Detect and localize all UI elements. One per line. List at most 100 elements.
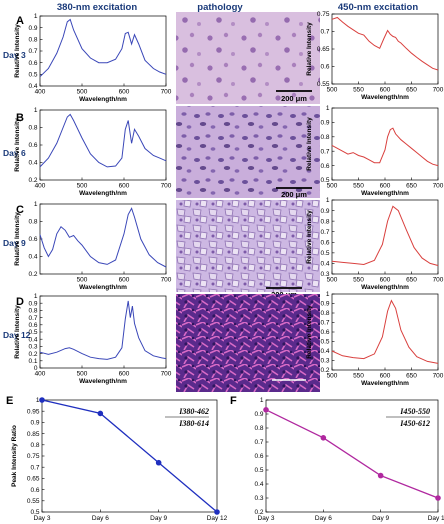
x-tick-label: Day 9 [150,515,167,522]
y-tick-label: 0.7 [320,148,329,155]
data-point [320,435,327,441]
y-tick-label: 0.3 [28,344,37,351]
spectrum-line [39,207,167,268]
y-tick-label: 1 [34,201,38,208]
y-tick-label: 0.4 [28,254,37,261]
x-tick-label: 600 [119,277,130,284]
y-tick-label: 0.8 [30,442,39,449]
header-380-excitation: 380-nm excitation [57,2,137,13]
y-tick-label: 0.55 [317,81,330,88]
y-axis-label: Relative Intensity [306,305,313,359]
y-tick-label: 0.5 [320,177,329,184]
plot-frame [39,15,167,87]
row-label-day9: Day 9 [3,238,26,248]
y-tick-label: 0.8 [320,134,329,141]
x-tick-label: 500 [327,373,338,380]
y-tick-label: 1 [326,105,330,112]
scale-bar-label: 200 μm [281,94,307,103]
y-tick-label: 0.6 [28,236,37,243]
spectrum-chart-a-380: 400 500 600 700 0.4 0.5 0.6 0.7 0.8 0.9 1 Wavelengt… [14,13,172,103]
y-tick-label: 0.6 [254,453,263,460]
y-tick-label: 0.3 [254,495,263,502]
y-tick-label: 0.3 [320,271,329,278]
spectrum-line [331,205,439,266]
x-tick-label: 500 [77,183,88,190]
x-tick-label: 600 [380,373,391,380]
ratio-line [41,399,218,513]
y-tick-label: 0.8 [28,308,37,315]
y-tick-label: 1 [34,13,38,20]
y-tick-label: 0.4 [320,348,329,355]
y-tick-label: 0.2 [28,351,37,358]
scale-bar-label: 200 μm [281,190,307,199]
x-tick-label: 400 [35,183,46,190]
data-point [39,397,45,403]
y-tick-label: 0.9 [320,208,329,215]
row-label-day3: Day 3 [3,50,26,60]
plot-frame [39,109,167,181]
y-tick-label: 0.65 [27,476,40,483]
y-axis-label: Relative Intensity [14,118,21,172]
y-tick-label: 0.8 [254,425,263,432]
y-tick-label: 0.7 [28,315,37,322]
y-tick-label: 0.5 [28,329,37,336]
x-tick-label: Day 12 [207,515,228,522]
y-axis-label: Relative Intensity [14,212,21,266]
y-tick-label: 1 [326,291,330,298]
x-tick-label: 600 [119,183,130,190]
y-tick-label: 0.9 [254,411,263,418]
y-tick-label: 0.2 [320,367,329,374]
y-tick-label: 0.5 [320,250,329,257]
x-tick-label: 550 [353,373,364,380]
x-axis-label: Wavelength/nm [79,96,127,103]
y-tick-label: 0.5 [320,339,329,346]
y-tick-label: 0.2 [254,509,263,516]
x-tick-label: Day 9 [372,515,389,522]
data-point [263,407,269,413]
spectrum-chart-d-380: 400 500 600 700 00.10.20.30.40.50.60.70.80.9… [14,293,172,385]
data-point [97,410,104,417]
x-tick-label: 600 [380,277,391,284]
x-tick-label: 500 [77,371,88,378]
x-tick-label: 650 [406,373,417,380]
x-tick-label: 650 [406,277,417,284]
x-tick-label: 500 [327,277,338,284]
panel-letter-c: C [16,204,24,216]
y-axis-label: Relative Intensity [306,117,313,171]
y-tick-label: 0.5 [254,467,263,474]
x-tick-label: Day 12 [428,515,444,522]
ratio-formula-numerator: I380-462 [178,407,209,416]
x-tick-label: Day 3 [34,515,51,522]
x-tick-label: 700 [161,183,172,190]
y-tick-label: 0.5 [28,72,37,79]
y-tick-label: 0.3 [320,358,329,365]
x-tick-label: 650 [406,87,417,94]
data-point [377,472,384,479]
x-tick-label: 500 [77,277,88,284]
pathology-image-day9: 200 μm [176,200,320,299]
y-axis-label: Relative Intensity [306,22,313,76]
y-tick-label: 0.7 [254,439,263,446]
pathology-image-day12 [176,294,320,392]
y-tick-label: 0.8 [320,218,329,225]
y-tick-label: 1 [34,293,38,300]
y-tick-label: 0.7 [320,29,329,36]
x-tick-label: 550 [353,183,364,190]
y-tick-label: 0.75 [27,453,40,460]
panel-letter-a: A [16,15,24,27]
x-tick-label: 600 [380,87,391,94]
y-tick-label: 0.6 [320,239,329,246]
spectrum-chart-a-450: 500 550 600 650 700 0.55 0.6 0.65 0.7 0.75 Wavelen… [306,11,444,101]
header-pathology: pathology [197,2,243,13]
panel-letter-b: B [16,112,24,124]
spectrum-chart-b-380: 400 500 600 700 0.2 0.4 0.6 0.8 1 Wavelength/nm Re… [14,107,172,197]
y-tick-label: 0.2 [28,177,37,184]
y-tick-label: 0.7 [30,464,39,471]
x-tick-label: 600 [119,89,130,96]
y-tick-label: 0.6 [28,60,37,67]
spectrum-line [39,300,167,360]
header-450-excitation: 450-nm excitation [338,2,418,13]
ratio-formula-denominator: I450-612 [399,419,430,428]
x-axis-label: Wavelength/nm [361,380,409,387]
x-tick-label: 700 [433,277,444,284]
